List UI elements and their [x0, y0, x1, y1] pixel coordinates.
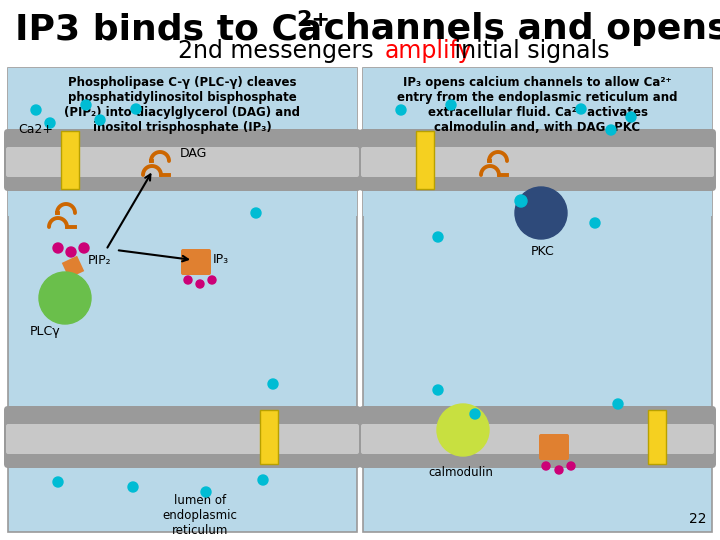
- Circle shape: [470, 409, 480, 419]
- Circle shape: [576, 104, 586, 114]
- Text: amplify: amplify: [385, 39, 472, 63]
- Circle shape: [433, 385, 443, 395]
- Circle shape: [208, 276, 216, 284]
- Text: 2+: 2+: [296, 10, 330, 30]
- Text: DAG: DAG: [180, 147, 207, 160]
- Bar: [648, 410, 666, 464]
- Circle shape: [268, 379, 278, 389]
- Circle shape: [515, 195, 527, 207]
- Text: initial signals: initial signals: [447, 39, 610, 63]
- Text: 2nd messengers: 2nd messengers: [178, 39, 381, 63]
- Circle shape: [613, 399, 623, 409]
- Circle shape: [433, 232, 443, 242]
- Circle shape: [515, 187, 567, 239]
- Circle shape: [95, 115, 105, 125]
- Circle shape: [79, 243, 89, 253]
- FancyBboxPatch shape: [359, 406, 716, 468]
- Circle shape: [66, 247, 76, 257]
- Text: PIP₂: PIP₂: [88, 254, 112, 267]
- Text: lumen of
endoplasmic
reticulum: lumen of endoplasmic reticulum: [163, 494, 238, 537]
- Text: IP₃: IP₃: [213, 253, 229, 266]
- Bar: [8, 68, 357, 216]
- Circle shape: [31, 105, 41, 115]
- FancyBboxPatch shape: [539, 434, 569, 460]
- Text: 22: 22: [690, 512, 707, 526]
- Text: IP₃ opens calcium channels to allow Ca²⁺
entry from the endoplasmic reticulum an: IP₃ opens calcium channels to allow Ca²⁺…: [397, 76, 678, 134]
- Text: PKC: PKC: [531, 245, 554, 258]
- FancyBboxPatch shape: [4, 129, 361, 191]
- FancyBboxPatch shape: [4, 406, 361, 468]
- Text: Ca2+: Ca2+: [18, 123, 53, 136]
- Text: calmodulin: calmodulin: [428, 466, 493, 479]
- Bar: [260, 410, 278, 464]
- Polygon shape: [62, 256, 84, 278]
- Circle shape: [590, 218, 600, 228]
- Circle shape: [555, 466, 563, 474]
- Circle shape: [128, 482, 138, 492]
- Bar: [363, 68, 712, 216]
- Circle shape: [53, 243, 63, 253]
- FancyBboxPatch shape: [6, 424, 359, 454]
- Circle shape: [39, 272, 91, 324]
- Circle shape: [196, 280, 204, 288]
- FancyBboxPatch shape: [361, 147, 714, 177]
- Text: channels and opens them: channels and opens them: [311, 12, 720, 46]
- Circle shape: [131, 104, 141, 114]
- Circle shape: [446, 100, 456, 110]
- Circle shape: [53, 477, 63, 487]
- Bar: [416, 131, 434, 189]
- Circle shape: [201, 487, 211, 497]
- Circle shape: [184, 276, 192, 284]
- Circle shape: [45, 118, 55, 128]
- FancyBboxPatch shape: [361, 424, 714, 454]
- Circle shape: [396, 105, 406, 115]
- Text: PLCγ: PLCγ: [30, 325, 60, 338]
- Bar: [61, 131, 79, 189]
- FancyBboxPatch shape: [363, 68, 712, 532]
- FancyBboxPatch shape: [181, 249, 211, 275]
- Circle shape: [542, 462, 550, 470]
- FancyBboxPatch shape: [6, 147, 359, 177]
- FancyBboxPatch shape: [359, 129, 716, 191]
- Text: Phospholipase C-γ (PLC-γ) cleaves
phosphatidylinositol bisphosphate
(PIP₂) into : Phospholipase C-γ (PLC-γ) cleaves phosph…: [65, 76, 300, 134]
- Circle shape: [251, 208, 261, 218]
- Circle shape: [258, 475, 268, 485]
- FancyBboxPatch shape: [8, 68, 357, 532]
- Circle shape: [437, 404, 489, 456]
- Text: IP3 binds to Ca: IP3 binds to Ca: [15, 12, 323, 46]
- Circle shape: [626, 112, 636, 122]
- Circle shape: [606, 125, 616, 135]
- Circle shape: [567, 462, 575, 470]
- Circle shape: [81, 100, 91, 110]
